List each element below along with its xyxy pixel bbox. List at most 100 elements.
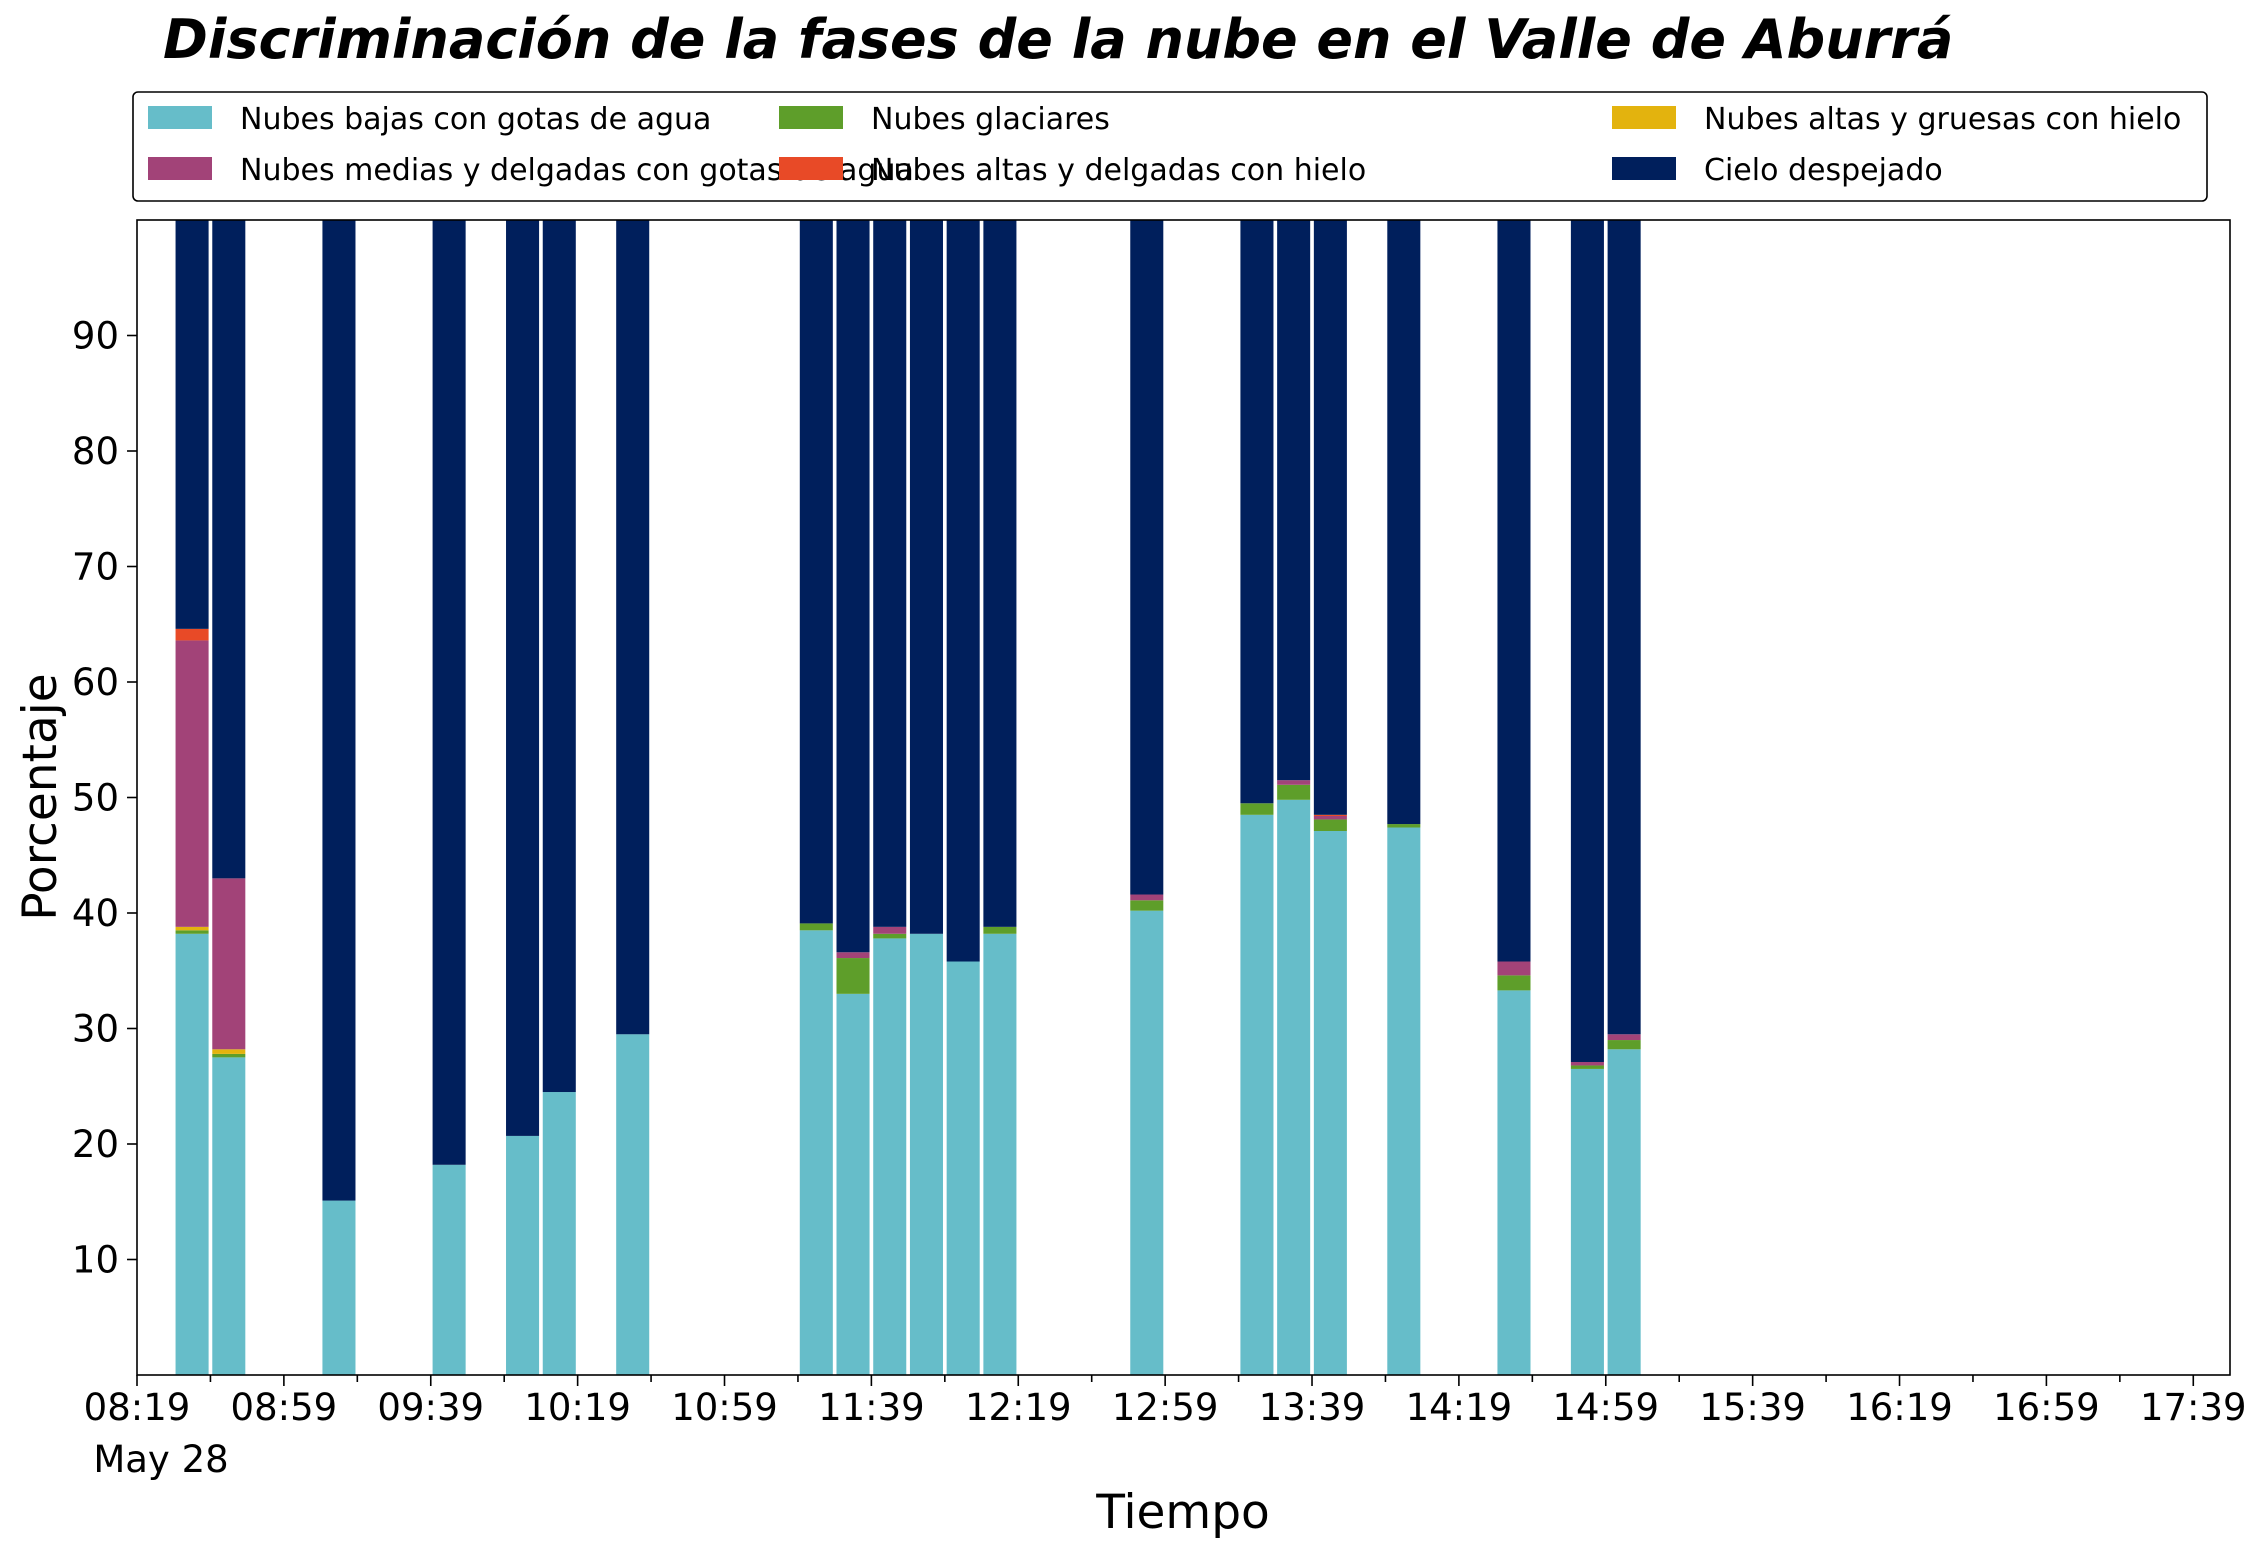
x-tick-label: 12:19 — [965, 1386, 1072, 1429]
bar-segment — [1387, 827, 1421, 1375]
bar-segment — [946, 961, 980, 1375]
bar-segment — [432, 1164, 466, 1375]
bar-segment — [1277, 220, 1311, 781]
legend-swatch — [148, 157, 212, 180]
bar-segment — [175, 930, 209, 934]
y-axis: 10 20 30 40 50 60 70 80 90 — [72, 315, 137, 1282]
legend-swatch — [779, 106, 843, 129]
bar-segment — [1240, 803, 1274, 815]
bar-segment — [1313, 819, 1347, 831]
legend: Nubes bajas con gotas de agua Nubes glaci… — [132, 91, 2208, 202]
bar-segment — [1387, 824, 1421, 828]
bar-segment — [983, 933, 1017, 1375]
bar-segment — [836, 220, 870, 953]
bar-segment — [836, 958, 870, 994]
bar-segment — [1570, 1068, 1604, 1375]
bar-segment — [1240, 220, 1274, 804]
x-tick-label: 11:39 — [818, 1386, 925, 1429]
x-tick-label: 16:19 — [1846, 1386, 1953, 1429]
x-tick-label: 10:19 — [524, 1386, 631, 1429]
x-axis-label: Tiempo — [1095, 1485, 1270, 1540]
legend-label: Cielo despejado — [1704, 153, 1943, 188]
bar-segment — [175, 926, 209, 931]
bar-segment — [1387, 220, 1421, 825]
bar-segment — [616, 1034, 650, 1375]
x-axis: May 28 08:19 08:59 09:39 10:19 10:59 11:39 12:… — [84, 1375, 2244, 1481]
y-tick-label: 30 — [72, 1008, 119, 1051]
x-tick-label: 13:39 — [1259, 1386, 1366, 1429]
bar-segment — [873, 926, 907, 934]
bar-segment — [175, 640, 209, 927]
bar-segment — [1130, 900, 1164, 911]
bar-segment — [542, 220, 576, 1093]
bar-segment — [1313, 830, 1347, 1375]
bar-segment — [542, 1092, 576, 1375]
bar-segment — [1570, 1061, 1604, 1066]
legend-label: Nubes altas y gruesas con hielo — [1704, 102, 2181, 137]
bar-segment — [836, 993, 870, 1375]
bar-segment — [212, 1053, 246, 1058]
x-date-label: May 28 — [93, 1438, 228, 1481]
x-tick-label: 14:19 — [1406, 1386, 1513, 1429]
bar-segment — [909, 220, 943, 934]
bar-segment — [1570, 220, 1604, 1062]
bar-segment — [212, 1057, 246, 1375]
bar-segment — [1277, 780, 1311, 785]
plot-area — [136, 219, 2231, 1376]
x-tick-label: 16:59 — [1993, 1386, 2100, 1429]
bar-segment — [506, 1135, 540, 1375]
bar-segment — [1240, 814, 1274, 1375]
x-tick-label: 09:39 — [377, 1386, 484, 1429]
legend-swatch — [1612, 106, 1676, 129]
bar-segment — [175, 220, 209, 629]
bar-segment — [212, 220, 246, 879]
bar-segment — [1497, 975, 1531, 991]
bar-segment — [1497, 990, 1531, 1375]
bar-segment — [1130, 894, 1164, 901]
bar-segment — [1607, 1049, 1641, 1375]
bar-segment — [1277, 799, 1311, 1375]
y-axis-label: Porcentaje — [13, 673, 68, 920]
y-tick-label: 80 — [72, 430, 119, 473]
x-tick-label: 17:39 — [2140, 1386, 2244, 1429]
bar-segment — [1607, 1040, 1641, 1050]
legend-swatch — [1612, 157, 1676, 180]
bar-segment — [873, 220, 907, 927]
bar-segment — [212, 878, 246, 1050]
bar-segment — [1313, 815, 1347, 820]
bar-segment — [1607, 220, 1641, 1035]
bar-segment — [212, 1049, 246, 1054]
y-tick-label: 50 — [72, 777, 119, 820]
x-tick-label: 10:59 — [671, 1386, 778, 1429]
bar-segment — [616, 220, 650, 1035]
legend-label: Nubes altas y delgadas con hielo — [871, 153, 1366, 188]
bar-segment — [873, 933, 907, 939]
y-tick-label: 70 — [72, 546, 119, 589]
bar-segment — [1607, 1034, 1641, 1041]
bar-segment — [322, 220, 356, 1201]
bar-segment — [1130, 910, 1164, 1375]
legend-swatch — [779, 157, 843, 180]
bar-segment — [836, 952, 870, 959]
bar-segment — [909, 933, 943, 1375]
bars — [175, 220, 1641, 1375]
bar-segment — [799, 923, 833, 931]
y-tick-label: 20 — [72, 1123, 119, 1166]
y-tick-label: 10 — [72, 1239, 119, 1282]
bar-segment — [1570, 1065, 1604, 1069]
bar-segment — [799, 220, 833, 924]
x-tick-label: 15:39 — [1699, 1386, 1806, 1429]
x-tick-label: 08:19 — [84, 1386, 191, 1429]
bar-segment — [1497, 220, 1531, 962]
bar-segment — [506, 220, 540, 1136]
y-tick-label: 90 — [72, 315, 119, 358]
chart-title: Discriminación de la fases de la nube en… — [163, 8, 1953, 71]
bar-segment — [873, 938, 907, 1375]
bar-segment — [1497, 961, 1531, 976]
legend-swatch — [148, 106, 212, 129]
bar-segment — [946, 220, 980, 962]
legend-label: Nubes glaciares — [871, 102, 1110, 137]
bar-segment — [799, 930, 833, 1375]
bar-segment — [1313, 220, 1347, 815]
